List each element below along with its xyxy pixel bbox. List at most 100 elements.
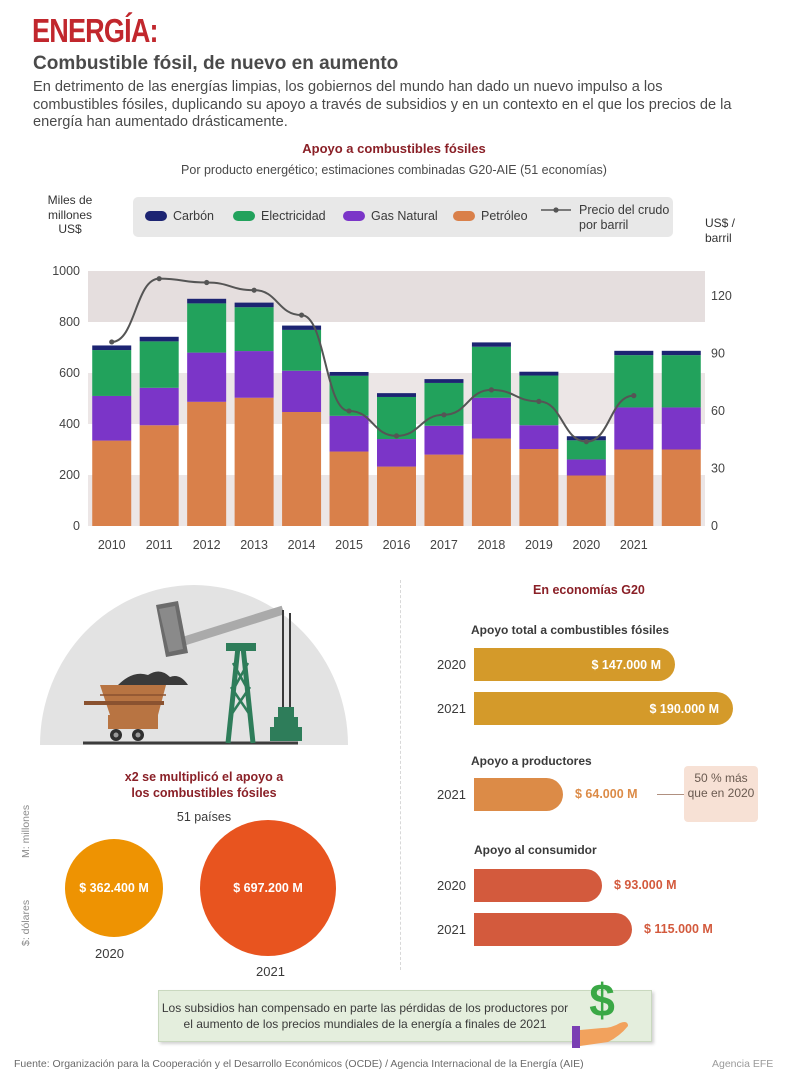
crude-price-point <box>393 433 400 439</box>
bar-segment-gas-natural <box>139 387 179 426</box>
bar-segment-petroleo <box>519 448 559 526</box>
bar-segment-gas-natural <box>661 407 701 450</box>
x-tick-label: 2020 <box>572 538 600 552</box>
x-tick-label: 2018 <box>478 538 506 552</box>
agency-credit: Agencia EFE <box>712 1058 774 1070</box>
y2-tick-label: 90 <box>711 346 725 360</box>
g20-consumer-value-2020: $ 93.000 M <box>614 878 677 892</box>
bar-segment-electricidad <box>424 382 464 426</box>
bar-segment-petroleo <box>661 449 701 526</box>
bar-segment-carbon <box>661 350 701 356</box>
y2-tick-label: 60 <box>711 404 725 418</box>
bar-segment-carbon <box>471 342 511 347</box>
bar-segment-carbon <box>614 350 654 356</box>
note-connector <box>657 794 684 795</box>
coal-cart-icon <box>84 671 188 741</box>
y2-tick-label: 30 <box>711 461 725 475</box>
g20-consumer-bar-2020 <box>474 869 602 902</box>
g20-consumer-year-2020: 2020 <box>437 878 466 893</box>
bubble-year-2020: 2020 <box>95 946 124 961</box>
bar-segment-electricidad <box>566 440 606 460</box>
bar-segment-gas-natural <box>187 352 227 402</box>
bar-segment-carbon <box>234 302 274 308</box>
bar-segment-petroleo <box>234 397 274 526</box>
bar-segment-carbon <box>139 336 179 342</box>
bar-segment-petroleo <box>139 425 179 526</box>
bubble-2021: $ 697.200 M <box>200 820 336 956</box>
bar-segment-carbon <box>519 371 559 376</box>
bar-segment-gas-natural <box>234 351 274 398</box>
x-tick-label: 2011 <box>146 538 173 552</box>
x-tick-label: 2016 <box>383 538 411 552</box>
section-divider <box>400 580 401 970</box>
bar-segment-gas-natural <box>92 395 132 441</box>
page-title: ENERGÍA: <box>32 12 159 49</box>
bubble-title: x2 se multiplicó el apoyo a los combusti… <box>124 770 284 800</box>
page-description: En detrimento de las energías limpias, l… <box>33 79 732 130</box>
bar-segment-carbon <box>92 345 132 351</box>
y2-tick-label: 120 <box>711 289 732 303</box>
bar-segment-carbon <box>187 298 227 304</box>
g20-consumer-label: Apoyo al consumidor <box>474 843 597 857</box>
y-tick-label: 600 <box>59 366 80 380</box>
page-subtitle: Combustible fósil, de nuevo en aumento <box>33 53 399 74</box>
bar-segment-petroleo <box>329 451 369 526</box>
right-axis-label: US$ / barril <box>705 216 736 245</box>
legend-swatch <box>343 211 365 221</box>
g20-consumer-year-2021: 2021 <box>437 922 466 937</box>
main-chart-title: Apoyo a combustibles fósiles <box>302 141 486 156</box>
x-tick-label: 2017 <box>430 538 458 552</box>
g20-producers-year-2021: 2021 <box>437 787 466 802</box>
svg-text:$: $ <box>589 976 615 1026</box>
crude-price-point <box>488 387 495 393</box>
x-tick-label: 2010 <box>98 538 126 552</box>
legend-swatch <box>453 211 475 221</box>
producers-note: 50 % más que en 2020 <box>684 766 758 822</box>
y-tick-label: 400 <box>59 417 80 431</box>
legend-line-icon <box>541 207 571 213</box>
bar-segment-electricidad <box>92 350 132 396</box>
g20-producers-value: $ 64.000 M <box>575 787 638 801</box>
note-millions: M: millones <box>20 804 32 858</box>
note-dollars: $: dólares <box>20 899 32 946</box>
legend-label-precio: Precio del crudo por barril <box>579 203 670 232</box>
bar-segment-electricidad <box>234 307 274 352</box>
bar-segment-gas-natural <box>614 407 654 450</box>
bar-segment-petroleo <box>614 449 654 526</box>
bar-segment-electricidad <box>614 355 654 408</box>
crude-price-point <box>441 412 447 418</box>
crude-price-point <box>583 439 589 445</box>
oil-pump-icon <box>40 585 348 745</box>
y2-tick-label: 0 <box>711 519 718 533</box>
g20-total-bar-2020: $ 147.000 M <box>474 648 675 681</box>
legend-item-electricidad: Electricidad <box>233 209 326 223</box>
bar-segment-petroleo <box>282 412 322 526</box>
g20-total-year-2021: 2021 <box>437 701 466 716</box>
g20-consumer-bar-2021 <box>474 913 632 946</box>
g20-producers-label: Apoyo a productores <box>471 754 592 768</box>
y-tick-label: 1000 <box>52 264 80 278</box>
legend-item-gas-natural: Gas Natural <box>343 209 438 223</box>
bar-segment-petroleo <box>424 454 464 526</box>
crude-price-point <box>251 287 257 293</box>
bar-segment-gas-natural <box>329 415 369 452</box>
dollar-hand-icon: $ <box>572 976 628 1048</box>
bar-segment-petroleo <box>377 466 416 526</box>
legend-swatch <box>233 211 255 221</box>
y-tick-label: 800 <box>59 315 80 329</box>
bar-segment-gas-natural <box>377 439 416 467</box>
g20-total-bar-2021: $ 190.000 M <box>474 692 733 725</box>
crude-price-point <box>298 312 305 318</box>
y-tick-label: 0 <box>73 519 80 533</box>
legend-swatch <box>145 211 167 221</box>
crude-price-point <box>109 339 115 345</box>
chart-legend: Carbón Electricidad Gas Natural Petróleo… <box>133 197 673 237</box>
bar-segment-electricidad <box>282 329 322 371</box>
bar-segment-petroleo <box>92 440 132 526</box>
bar-segment-carbon <box>282 325 322 330</box>
g20-heading: En economías G20 <box>533 583 645 597</box>
bar-segment-gas-natural <box>471 397 511 439</box>
g20-total-label: Apoyo total a combustibles fósiles <box>471 623 670 637</box>
bubble-year-2021: 2021 <box>256 964 285 979</box>
crude-price-point <box>204 279 210 286</box>
